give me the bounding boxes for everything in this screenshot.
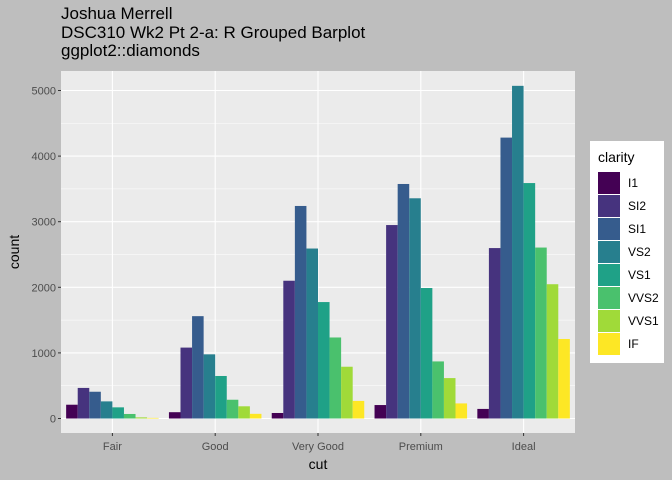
legend-item-vvs1: VVS1: [598, 310, 664, 333]
bar-very-good-si1: [294, 205, 307, 419]
bar-premium-vs1: [420, 288, 433, 419]
x-tick-label: Good: [202, 441, 229, 453]
legend-swatch: [598, 264, 620, 286]
bar-good-vvs2: [226, 399, 239, 419]
bar-ideal-vvs2: [535, 247, 547, 419]
bar-premium-si2: [386, 225, 398, 419]
x-axis-title: cut: [309, 456, 328, 472]
bar-fair-si1: [89, 391, 101, 419]
bar-premium-if: [455, 403, 468, 419]
bar-fair-vvs2: [123, 413, 136, 419]
bar-good-si2: [180, 347, 193, 419]
bar-premium-i1: [374, 405, 387, 419]
y-axis-title: count: [6, 235, 22, 269]
title-line-dataset: ggplot2::diamonds: [61, 41, 200, 60]
legend-title: clarity: [598, 149, 635, 165]
bar-fair-if: [147, 417, 159, 419]
bar-premium-si1: [397, 183, 410, 419]
legend-swatch: [598, 172, 620, 194]
legend: clarity I1 SI2 SI1 VS2 VS1 VVS2 VVS1 IF: [590, 141, 664, 363]
bar-ideal-vs2: [512, 85, 524, 419]
bar-ideal-vs1: [523, 183, 536, 419]
legend-item-vs1: VS1: [598, 264, 664, 287]
bar-premium-vs2: [409, 198, 421, 419]
bar-very-good-vs2: [306, 248, 318, 419]
legend-item-si2: SI2: [598, 195, 664, 218]
axes: 0 1000 2000 3000 4000 5000 Fair Good Very Good Pr…: [32, 86, 536, 454]
x-tick-label: Premium: [399, 441, 443, 453]
bar-fair-i1: [66, 404, 78, 419]
x-tick-label: Ideal: [512, 441, 536, 453]
legend-label: VVS2: [628, 291, 659, 305]
legend-swatch: [598, 218, 620, 240]
legend-label: I1: [628, 176, 639, 190]
legend-swatch: [598, 195, 620, 217]
bar-very-good-vvs2: [329, 337, 342, 419]
y-tick-label: 4000: [32, 151, 56, 163]
legend-swatch: [598, 287, 620, 309]
bar-good-i1: [168, 412, 181, 419]
bar-good-vs1: [215, 375, 227, 419]
bar-very-good-vvs1: [341, 366, 353, 419]
bar-ideal-if: [558, 338, 570, 419]
legend-item-vs2: VS2: [598, 241, 664, 264]
legend-swatch: [598, 241, 620, 263]
bar-very-good-i1: [271, 412, 284, 419]
legend-item-vvs2: VVS2: [598, 287, 664, 310]
bar-ideal-si1: [500, 137, 513, 419]
bar-ideal-i1: [477, 408, 489, 419]
bar-very-good-si2: [283, 280, 295, 419]
bar-fair-vs1: [112, 407, 124, 419]
bar-fair-vs2: [100, 401, 113, 419]
bar-ideal-vvs1: [546, 284, 559, 419]
chart-title: Joshua Merrell DSC310 Wk2 Pt 2-a: R Grou…: [61, 4, 366, 61]
bars: [66, 85, 570, 419]
y-tick-label: 0: [50, 414, 56, 426]
bar-good-if: [249, 413, 262, 419]
y-tick-label: 2000: [32, 282, 56, 294]
y-tick-label: 5000: [32, 86, 56, 98]
legend-label: IF: [628, 337, 639, 351]
legend-swatch: [598, 310, 620, 332]
legend-label: SI1: [628, 222, 647, 236]
title-line-course: DSC310 Wk2 Pt 2-a: R Grouped Barplot: [61, 22, 366, 42]
bar-fair-vvs1: [135, 417, 148, 419]
bar-ideal-si2: [488, 248, 501, 419]
bar-very-good-vs1: [318, 302, 330, 419]
bar-good-vs2: [203, 354, 216, 419]
title-line-author: Joshua Merrell: [61, 4, 173, 23]
y-tick-label: 1000: [32, 348, 56, 360]
legend-label: VS1: [628, 268, 651, 282]
bar-premium-vvs1: [443, 378, 456, 419]
legend-label: VVS1: [628, 314, 659, 328]
legend-item-si1: SI1: [598, 218, 664, 241]
legend-swatch: [598, 333, 620, 355]
x-tick-label: Fair: [103, 441, 122, 453]
y-tick-label: 3000: [32, 217, 56, 229]
bar-premium-vvs2: [432, 361, 444, 419]
bar-good-vvs1: [238, 406, 250, 419]
legend-label: SI2: [628, 199, 647, 213]
x-tick-label: Very Good: [292, 441, 344, 453]
bar-good-si1: [192, 316, 204, 419]
bar-fair-si2: [77, 387, 90, 419]
bar-very-good-if: [352, 400, 365, 419]
legend-item-if: IF: [598, 333, 664, 356]
legend-item-i1: I1: [598, 172, 664, 195]
legend-label: VS2: [628, 245, 651, 259]
